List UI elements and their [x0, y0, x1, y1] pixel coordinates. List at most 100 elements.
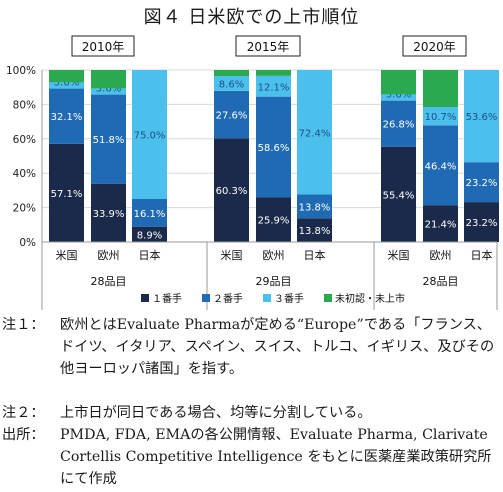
bar-segment: [49, 70, 84, 83]
data-label: 3.6%: [96, 84, 121, 95]
group-header-label: 2015年: [247, 40, 290, 54]
data-label: 27.6%: [216, 111, 248, 122]
data-label: 57.1%: [51, 189, 83, 200]
legend-swatch: [141, 294, 149, 302]
data-label: 51.8%: [93, 135, 125, 146]
data-label: 13.8%: [299, 202, 331, 213]
group-count-label: 29品目: [256, 275, 292, 288]
data-label: 33.9%: [93, 209, 125, 220]
bar-segment: [256, 197, 291, 242]
note-1: 注１： 欧州とはEvaluate Pharmaが定める“Europe”である「フ…: [2, 314, 500, 380]
bar-segment: [49, 88, 84, 144]
bar-segment: [256, 70, 291, 76]
note-2: 注２： 上市日が同日である場合、均等に分割している。: [2, 402, 500, 424]
bar-segment: [214, 76, 249, 91]
data-label: 16.1%: [134, 209, 166, 220]
x-category-label: 米国: [221, 249, 243, 262]
bar-segment: [132, 226, 167, 242]
group-header-box: [402, 35, 467, 57]
group-count-label: 28品目: [423, 275, 459, 288]
figure-title: 図４ 日米欧での上市順位: [143, 7, 360, 28]
x-category-label: 欧州: [263, 249, 285, 262]
source-label: 出所：: [2, 427, 45, 443]
data-label: 46.4%: [425, 161, 457, 172]
data-label: 10.7%: [425, 112, 457, 123]
source-note: 出所： PMDA, FDA, EMAの各公開情報、Evaluate Pharma…: [2, 424, 500, 490]
x-category-label: 欧州: [98, 249, 120, 262]
bar-segment: [91, 94, 126, 184]
bar-segment: [381, 94, 416, 101]
bar-segment: [381, 146, 416, 242]
y-tick-label: 60%: [13, 134, 36, 146]
bar-segment: [381, 70, 416, 95]
data-label: 53.6%: [466, 112, 498, 123]
bar-segment: [464, 162, 499, 203]
data-label: 12.1%: [258, 82, 290, 93]
bar-segment: [49, 82, 84, 89]
bar-segment: [423, 205, 458, 242]
data-label: 25.9%: [258, 216, 290, 227]
bar-segment: [91, 88, 126, 95]
data-label: 26.8%: [383, 120, 415, 131]
legend-swatch: [202, 294, 210, 302]
bar-segment: [297, 194, 332, 219]
bar-segment: [132, 199, 167, 227]
note-1-label: 注１：: [2, 317, 45, 333]
bar-segment: [49, 143, 84, 242]
legend: １番手 ２番手 ３番手 未初認・未上市: [141, 292, 405, 305]
x-category-label: 日本: [304, 248, 326, 262]
bar-segment: [214, 138, 249, 242]
bar-segment: [256, 75, 291, 97]
data-label: 60.3%: [216, 186, 248, 197]
legend-label: 未初認・未上市: [335, 292, 405, 305]
bar-segment: [297, 218, 332, 242]
x-category-label: 日本: [139, 248, 161, 262]
y-tick-label: 80%: [13, 99, 36, 111]
note-1-text: 欧州とはEvaluate Pharmaが定める“Europe”である「フランス、…: [60, 317, 495, 377]
data-label: 23.2%: [466, 178, 498, 189]
legend-label: １番手: [152, 292, 182, 305]
group-header-box: [235, 35, 301, 57]
bar-segment: [132, 70, 167, 199]
bar-segment: [423, 125, 458, 206]
bars: 57.1% 32.1% 3.6% 33.9% 51.8% 3.6% 8.9% 16.1% 75.…: [49, 70, 499, 242]
bar-segment: [91, 70, 126, 89]
x-category-label: 欧州: [430, 249, 452, 262]
group-count-label: 28品目: [91, 275, 127, 288]
bar-segment: [423, 70, 458, 107]
stacked-bar-chart: 57.1% 32.1% 3.6% 33.9% 51.8% 3.6% 8.9% 16.1% 75.…: [6, 35, 499, 310]
bar-segment: [464, 70, 499, 163]
x-category-label: 米国: [56, 249, 78, 262]
x-category-label: 米国: [388, 249, 410, 262]
y-tick-label: 100%: [6, 65, 36, 77]
data-label: 13.8%: [299, 226, 331, 237]
note-2-text: 上市日が同日である場合、均等に分割している。: [60, 405, 372, 421]
data-label: 75.0%: [134, 131, 166, 142]
bar-segment: [214, 90, 249, 139]
data-label: 58.6%: [258, 143, 290, 154]
group-header-label: 2020年: [413, 40, 456, 54]
data-label: 23.2%: [466, 218, 498, 229]
bar-segment: [381, 100, 416, 147]
bar-segment: [256, 96, 291, 198]
bar-segment: [297, 70, 332, 195]
legend-swatch: [263, 294, 271, 302]
bar-segment: [423, 106, 458, 126]
data-label: 3.6%: [386, 90, 411, 101]
legend-label: ３番手: [274, 292, 304, 305]
data-label: 72.4%: [299, 128, 331, 139]
bar-segment: [214, 70, 249, 77]
data-label: 8.9%: [137, 230, 162, 241]
legend-label: ２番手: [213, 292, 243, 305]
x-category-label: 日本: [471, 248, 493, 262]
bar-segment: [91, 183, 126, 242]
data-label: 55.4%: [383, 190, 415, 201]
bar-segment: [464, 202, 499, 242]
data-label: 21.4%: [425, 220, 457, 231]
data-label: 32.1%: [51, 112, 83, 123]
y-tick-label: 40%: [13, 168, 36, 180]
note-2-label: 注２：: [2, 405, 45, 421]
group-header-box: [71, 35, 135, 57]
data-label: 8.6%: [219, 79, 244, 90]
